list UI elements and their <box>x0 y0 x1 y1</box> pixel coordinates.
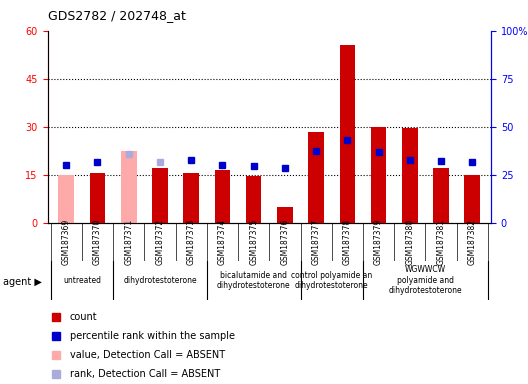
Text: GSM187378: GSM187378 <box>343 219 352 265</box>
Bar <box>121 151 137 223</box>
Bar <box>340 45 355 223</box>
Text: GSM187374: GSM187374 <box>218 219 227 265</box>
Text: GSM187382: GSM187382 <box>468 219 477 265</box>
Text: value, Detection Call = ABSENT: value, Detection Call = ABSENT <box>70 350 225 360</box>
Text: control polyamide an
dihydrotestoterone: control polyamide an dihydrotestoterone <box>291 271 372 290</box>
Text: WGWWCW
polyamide and
dihydrotestoterone: WGWWCW polyamide and dihydrotestoterone <box>389 265 462 295</box>
Text: GSM187379: GSM187379 <box>374 219 383 265</box>
Bar <box>246 176 261 223</box>
Bar <box>308 132 324 223</box>
Text: agent ▶: agent ▶ <box>3 277 42 287</box>
Text: count: count <box>70 312 97 322</box>
Text: dihydrotestoterone: dihydrotestoterone <box>123 276 197 285</box>
Text: GSM187381: GSM187381 <box>437 219 446 265</box>
Text: GSM187376: GSM187376 <box>280 219 289 265</box>
Text: rank, Detection Call = ABSENT: rank, Detection Call = ABSENT <box>70 369 220 379</box>
Bar <box>183 173 199 223</box>
Bar <box>152 168 168 223</box>
Bar <box>371 127 386 223</box>
Text: GSM187372: GSM187372 <box>155 219 164 265</box>
Bar <box>214 170 230 223</box>
Bar <box>402 128 418 223</box>
Bar <box>433 168 449 223</box>
Text: GSM187370: GSM187370 <box>93 219 102 265</box>
Text: GSM187369: GSM187369 <box>62 219 71 265</box>
Text: GSM187375: GSM187375 <box>249 219 258 265</box>
Text: GSM187377: GSM187377 <box>312 219 320 265</box>
Text: percentile rank within the sample: percentile rank within the sample <box>70 331 234 341</box>
Bar <box>465 175 480 223</box>
Text: bicalutamide and
dihydrotestoterone: bicalutamide and dihydrotestoterone <box>217 271 290 290</box>
Bar <box>59 175 74 223</box>
Text: GSM187373: GSM187373 <box>187 219 196 265</box>
Text: GDS2782 / 202748_at: GDS2782 / 202748_at <box>48 8 185 22</box>
Text: untreated: untreated <box>63 276 101 285</box>
Text: GSM187380: GSM187380 <box>406 219 414 265</box>
Text: GSM187371: GSM187371 <box>124 219 133 265</box>
Bar <box>90 173 105 223</box>
Bar <box>277 207 293 223</box>
